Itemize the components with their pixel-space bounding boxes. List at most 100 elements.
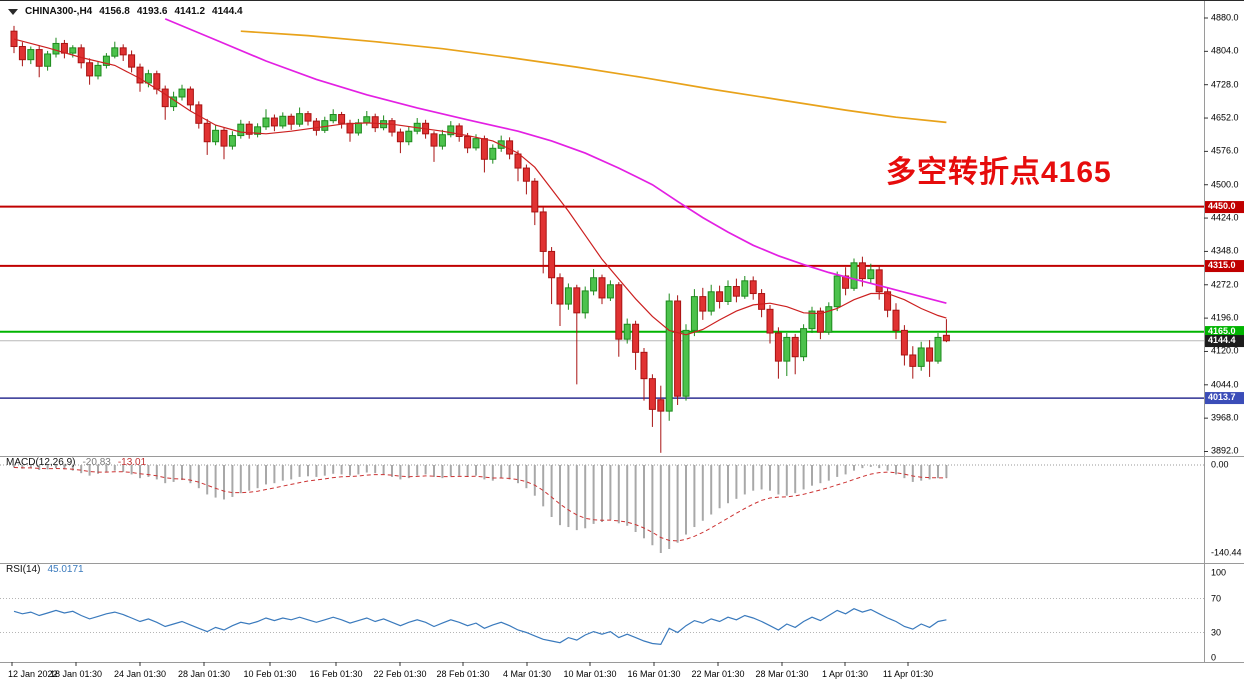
candle-body xyxy=(153,73,161,90)
candle-body xyxy=(783,336,791,362)
candle-body xyxy=(682,329,690,397)
price-tick-label: 4804.0 xyxy=(1211,45,1239,56)
candle-body xyxy=(44,53,52,67)
candle-body xyxy=(270,117,278,127)
candle-body xyxy=(716,291,724,302)
candle-body xyxy=(161,88,169,108)
macd-min-label: -140.44 xyxy=(1211,547,1242,558)
candle-body xyxy=(900,329,908,356)
candle-body xyxy=(128,54,136,68)
rsi-level-label: 30 xyxy=(1211,627,1222,637)
level-price-badge: 4165.0 xyxy=(1205,325,1244,338)
candle-body xyxy=(464,135,472,149)
candle-body xyxy=(237,123,245,137)
time-axis-label: 11 Apr 01:30 xyxy=(882,669,934,679)
candle-body xyxy=(657,399,665,412)
candle-body xyxy=(346,122,354,134)
candle-body xyxy=(825,306,833,333)
candle-body xyxy=(254,126,262,135)
candle-body xyxy=(741,280,749,297)
price-tick-label: 4576.0 xyxy=(1211,145,1239,156)
candle-body xyxy=(632,323,640,353)
candle-body xyxy=(699,296,707,312)
candle-body xyxy=(296,113,304,125)
candle-body xyxy=(69,47,77,54)
candle-body xyxy=(111,47,119,57)
price-tick-label: 3968.0 xyxy=(1211,412,1239,423)
price-tick-label: 4272.0 xyxy=(1211,279,1239,290)
candle-body xyxy=(833,275,841,308)
candle-body xyxy=(690,296,698,331)
candle-body xyxy=(665,300,673,412)
candle-body xyxy=(749,280,757,295)
candle-body xyxy=(791,336,799,358)
macd-label: MACD(12,26,9) -20.83 -13.01 xyxy=(6,457,146,468)
candle-body xyxy=(909,354,917,367)
candle-body xyxy=(892,309,900,331)
candle-body xyxy=(228,135,236,147)
candle-body xyxy=(531,180,539,213)
candle-body xyxy=(606,284,614,299)
candle-body xyxy=(816,310,824,333)
candle-body xyxy=(35,49,43,67)
candle-body xyxy=(321,120,329,131)
macd-signal-value: -13.01 xyxy=(117,457,147,468)
time-axis-label: 1 Apr 01:30 xyxy=(821,669,869,679)
candle-body xyxy=(472,138,480,149)
candle-body xyxy=(573,287,581,314)
candle-body xyxy=(934,336,942,362)
candle-body xyxy=(396,131,404,143)
candle-body xyxy=(405,130,413,143)
candle-body xyxy=(808,310,816,330)
ma-mid-line xyxy=(164,18,947,305)
ma-fast-line xyxy=(13,38,947,336)
rsi-level-label: 100 xyxy=(1211,567,1227,578)
candle-body xyxy=(363,116,371,124)
price-tick-label: 4196.0 xyxy=(1211,312,1239,323)
candle-body xyxy=(732,286,740,297)
level-price-badge: 4450.0 xyxy=(1205,200,1244,213)
candle-body xyxy=(539,211,547,252)
candle-body xyxy=(94,64,102,77)
time-axis-label: 10 Feb 01:30 xyxy=(243,669,297,679)
candle-body xyxy=(564,287,572,305)
price-tick-label: 4424.0 xyxy=(1211,212,1239,223)
ohlc-close: 4144.4 xyxy=(212,6,243,17)
annotation-text: 多空转折点4165 xyxy=(886,156,1112,189)
candle-body xyxy=(18,46,26,61)
candle-body xyxy=(884,291,892,311)
rsi-value: 45.0171 xyxy=(47,564,84,575)
candle-body xyxy=(212,129,220,143)
ohlc-open: 4156.8 xyxy=(99,6,130,17)
candle-body xyxy=(144,73,152,84)
price-tick-label: 4120.0 xyxy=(1211,345,1239,356)
candle-body xyxy=(287,115,295,125)
candle-body xyxy=(220,129,228,147)
time-axis-label: 28 Mar 01:30 xyxy=(755,669,809,679)
candle-body xyxy=(430,133,438,147)
time-axis-label: 12 Jan 2022 xyxy=(8,669,58,679)
rsi-name: RSI(14) xyxy=(6,564,41,575)
macd-zero-label: 0.00 xyxy=(1211,459,1229,470)
current-price-badge: 4144.4 xyxy=(1205,334,1244,347)
chart-dropdown-icon[interactable] xyxy=(8,8,18,15)
candle-body xyxy=(522,167,530,182)
time-axis-label: 4 Mar 01:30 xyxy=(502,669,552,679)
candle-body xyxy=(447,125,455,136)
candle-body xyxy=(480,138,488,160)
candle-body xyxy=(850,262,858,289)
candle-body xyxy=(119,47,127,56)
candle-body xyxy=(858,262,866,280)
price-tick-label: 4500.0 xyxy=(1211,179,1239,190)
candle-body xyxy=(203,122,211,143)
ohlc-high: 4193.6 xyxy=(136,6,168,17)
price-tick-label: 4880.0 xyxy=(1211,12,1239,23)
candle-body xyxy=(842,275,850,289)
candle-body xyxy=(590,277,598,292)
candle-body xyxy=(186,88,194,106)
candle-body xyxy=(329,114,337,122)
ohlc-low: 4141.2 xyxy=(174,6,206,17)
candle-body xyxy=(354,122,362,134)
price-tick-label: 4728.0 xyxy=(1211,79,1239,90)
